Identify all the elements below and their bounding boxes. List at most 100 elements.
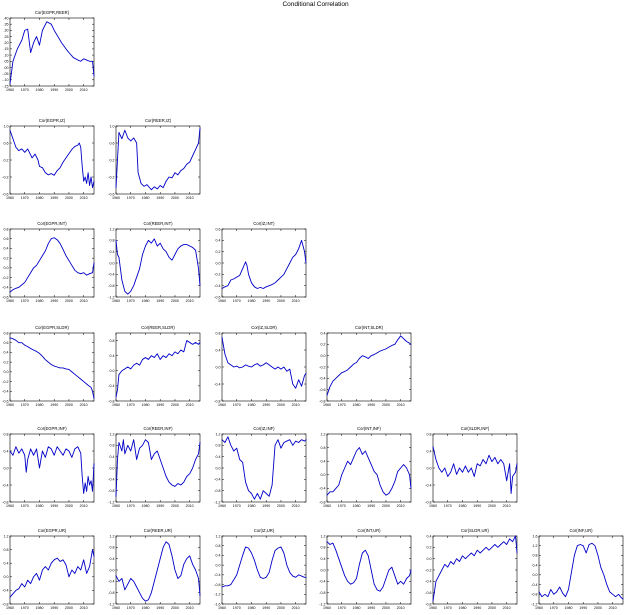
series-line <box>9 446 95 494</box>
x-tick-label: 1990 <box>367 403 375 407</box>
y-tick-label: 0.6 <box>4 341 9 345</box>
x-tick-label: 1990 <box>367 606 375 610</box>
y-tick-label: -0.8 <box>319 591 325 595</box>
panel-title: Cor(EGPR,INT) <box>37 221 67 226</box>
y-tick-label: -0.4 <box>214 382 220 386</box>
x-tick-label: 1980 <box>247 504 255 508</box>
x-tick-label: 2010 <box>292 403 300 407</box>
y-tick-label: -0.4 <box>2 390 8 394</box>
y-tick-label: -0.8 <box>2 602 8 606</box>
panel-title: Cor(REER,IZ) <box>145 118 172 123</box>
y-tick-label: -0.8 <box>108 284 114 288</box>
y-tick-label: 0.2 <box>216 250 221 254</box>
panel-title: Cor(EGPR,INF) <box>37 426 67 431</box>
y-tick-label: -0.2 <box>2 380 8 384</box>
x-tick-label: 1970 <box>21 196 29 200</box>
x-tick-label: 2010 <box>186 606 194 610</box>
chart-panel: Cor(EGPR,INT) -0.6 -0.4 -0.2 0.0 0.2 0.4 0.6 0.8… <box>2 221 95 303</box>
plot-frame <box>326 535 412 605</box>
panel-title: Cor(EGPR,IZ) <box>39 118 66 123</box>
y-tick-label: -0.6 <box>214 295 220 299</box>
y-tick-label: 0.0 <box>216 466 221 470</box>
y-tick-label: -0.8 <box>425 500 431 504</box>
y-tick-label: 0.0 <box>321 568 326 572</box>
y-tick-label: -1.2 <box>214 593 220 597</box>
y-tick-label: 0.4 <box>321 331 326 335</box>
y-tick-label: -0.4 <box>108 273 114 277</box>
x-tick-label: 2010 <box>397 504 405 508</box>
series-line <box>221 436 307 500</box>
x-tick-label: 1980 <box>141 606 149 610</box>
series-line <box>432 535 518 602</box>
y-tick-label: -0.4 <box>108 384 114 388</box>
y-tick-label: 1.2 <box>216 432 221 436</box>
x-tick-label: 1990 <box>156 504 164 508</box>
y-tick-label: -0.4 <box>2 483 8 487</box>
y-tick-label: -0.4 <box>108 478 114 482</box>
x-tick-label: 1970 <box>338 403 346 407</box>
x-tick-label: 1960 <box>112 606 120 610</box>
y-tick-label: 0.8 <box>216 544 221 548</box>
y-tick-label: 0.8 <box>4 227 9 231</box>
y-tick-label: -0.8 <box>319 500 325 504</box>
x-tick-label: 2000 <box>65 606 73 610</box>
y-tick-label: .40 <box>4 16 9 20</box>
y-tick-label: -0.8 <box>319 399 325 403</box>
x-tick-label: 1990 <box>473 504 481 508</box>
x-tick-label: 1970 <box>21 606 29 610</box>
panel-title: Cor(INT,UR) <box>357 528 381 533</box>
y-tick-label: -0.8 <box>425 602 431 606</box>
y-tick-label: 0.8 <box>321 446 326 450</box>
x-tick-label: 2000 <box>488 606 496 610</box>
y-tick-label: 0.8 <box>110 239 115 243</box>
y-tick-label: 0.4 <box>4 562 9 566</box>
y-tick-label: -.10 <box>2 78 8 82</box>
y-tick-label: 0.0 <box>110 466 115 470</box>
y-tick-label: -0.4 <box>531 583 537 587</box>
panel-title: Cor(INF,UR) <box>569 528 593 533</box>
plot-frame <box>221 228 307 298</box>
x-tick-label: 1970 <box>444 606 452 610</box>
y-tick-label: 1.2 <box>110 432 115 436</box>
x-tick-label: 1980 <box>141 403 149 407</box>
x-tick-label: 2010 <box>80 403 88 407</box>
x-tick-label: 2000 <box>171 606 179 610</box>
y-tick-label: .05 <box>4 60 9 64</box>
y-tick-label: 0.0 <box>110 261 115 265</box>
y-tick-label: -0.6 <box>319 388 325 392</box>
y-tick-label: -0.8 <box>214 489 220 493</box>
y-tick-label: 0.2 <box>321 343 326 347</box>
y-tick-label: -0.4 <box>319 580 325 584</box>
chart-panel: Cor(SLDR,UR) -0.8 -0.6 -0.4 -0.2 0.0 0.2 0.4 196… <box>425 528 518 610</box>
x-tick-label: 1960 <box>6 403 14 407</box>
x-tick-label: 1990 <box>50 196 58 200</box>
y-tick-label: 0.8 <box>4 331 9 335</box>
plot-frame <box>221 535 307 605</box>
chart-panel: Cor(REER,INT) -1.2 -0.8 -0.4 0.0 0.4 0.8 1.2 196… <box>108 221 201 303</box>
y-tick-label: -0.8 <box>214 399 220 403</box>
y-tick-label: 0.6 <box>4 237 9 241</box>
x-tick-label: 1980 <box>141 504 149 508</box>
x-tick-label: 1990 <box>50 88 58 92</box>
x-tick-label: 2000 <box>171 299 179 303</box>
panel-title: Cor(INT,SLDR) <box>355 325 384 330</box>
series-line <box>9 549 95 598</box>
series-line <box>326 335 412 396</box>
x-tick-label: 1980 <box>352 606 360 610</box>
series-line <box>221 239 307 289</box>
y-tick-label: 0.4 <box>110 250 115 254</box>
x-tick-label: 2000 <box>382 504 390 508</box>
y-tick-label: .20 <box>4 41 9 45</box>
x-tick-label: 1970 <box>233 606 241 610</box>
panel-title: Cor(IZ,INT) <box>253 221 275 226</box>
y-tick-label: -0.6 <box>2 192 8 196</box>
chart-panel: Cor(INT,SLDR) -0.8 -0.6 -0.4 -0.2 0.0 0.2 0.4 19… <box>319 325 412 407</box>
series-line <box>432 446 518 494</box>
y-tick-label: 0.4 <box>427 534 432 538</box>
x-tick-label: 1970 <box>233 403 241 407</box>
x-tick-label: 1980 <box>352 403 360 407</box>
chart-panel: Cor(IZ,SLDR) -0.8 -0.4 0.0 0.4 0.8 1960 1970 198… <box>214 325 307 407</box>
y-tick-label: 0.4 <box>4 449 9 453</box>
x-tick-label: 1990 <box>262 504 270 508</box>
